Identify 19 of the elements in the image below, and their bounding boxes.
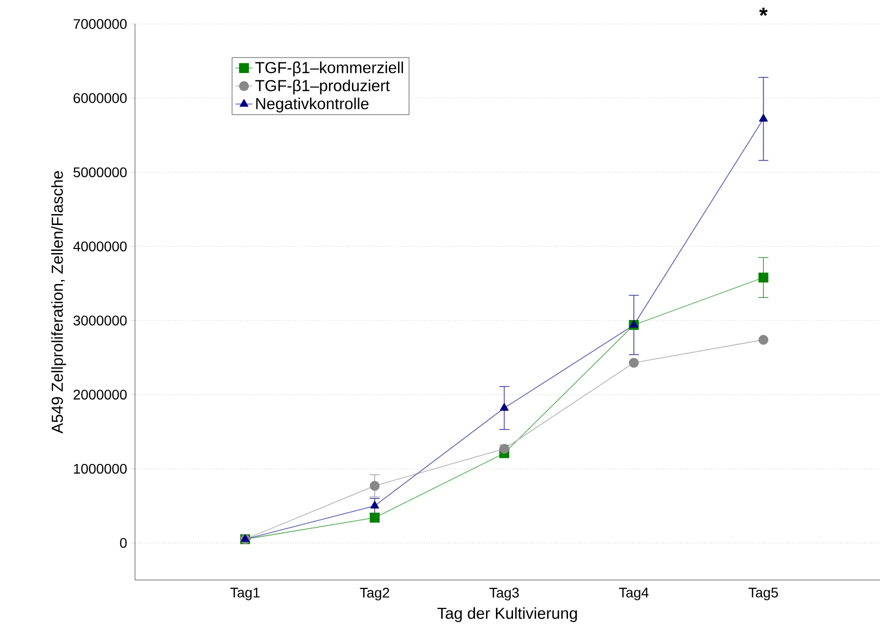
x-axis-title: Tag der Kultivierung xyxy=(437,607,577,622)
y-tick-label: 4000000 xyxy=(73,241,127,252)
y-tick-label: 0 xyxy=(120,538,127,548)
y-tick-label: 6000000 xyxy=(74,93,127,104)
text: * xyxy=(759,8,768,16)
y-tick-label: 1000000 xyxy=(74,464,127,474)
x-tick-label: Tag2 xyxy=(360,588,390,600)
y-tick-label: 7000000 xyxy=(74,19,127,29)
x-tick-label: Tag1 xyxy=(230,588,260,600)
legend-label: Negativkontrolle xyxy=(256,98,369,112)
x-tick-label: Tag4 xyxy=(619,588,649,600)
x-tick-label: Tag3 xyxy=(489,588,519,600)
legend-label: TGF-β1–produziert xyxy=(255,80,390,94)
y-tick-label: 3000000 xyxy=(73,316,127,326)
y-tick-label: 2000000 xyxy=(74,390,127,400)
x-tick-label: Tag5 xyxy=(748,588,778,600)
legend-label: TGF-β1–kommerziell xyxy=(255,62,403,76)
y-axis-title: A549 Zellproliferation, Zellen/Flasche xyxy=(51,171,66,434)
y-tick-label: 5000000 xyxy=(73,167,127,178)
